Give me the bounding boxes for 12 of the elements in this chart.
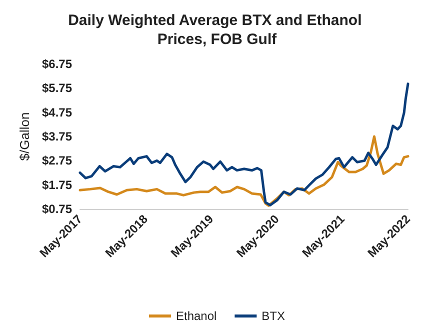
- y-tick-label: $0.75: [42, 202, 72, 216]
- y-tick-label: $2.75: [42, 154, 72, 168]
- legend-label: BTX: [262, 309, 286, 323]
- chart-title: Daily Weighted Average BTX and Ethanol Prices, FOB Gulf: [68, 12, 366, 48]
- line-series: [78, 82, 410, 206]
- y-tick-label: $6.75: [42, 57, 72, 71]
- y-tick-label: $4.75: [42, 105, 72, 120]
- y-axis-title: $/Gallon: [17, 112, 32, 161]
- y-tick-label: $1.75: [42, 178, 72, 192]
- y-tick-label: $5.75: [42, 81, 72, 96]
- legend-label: Ethanol: [176, 309, 217, 323]
- y-tick-label: $3.75: [42, 130, 72, 144]
